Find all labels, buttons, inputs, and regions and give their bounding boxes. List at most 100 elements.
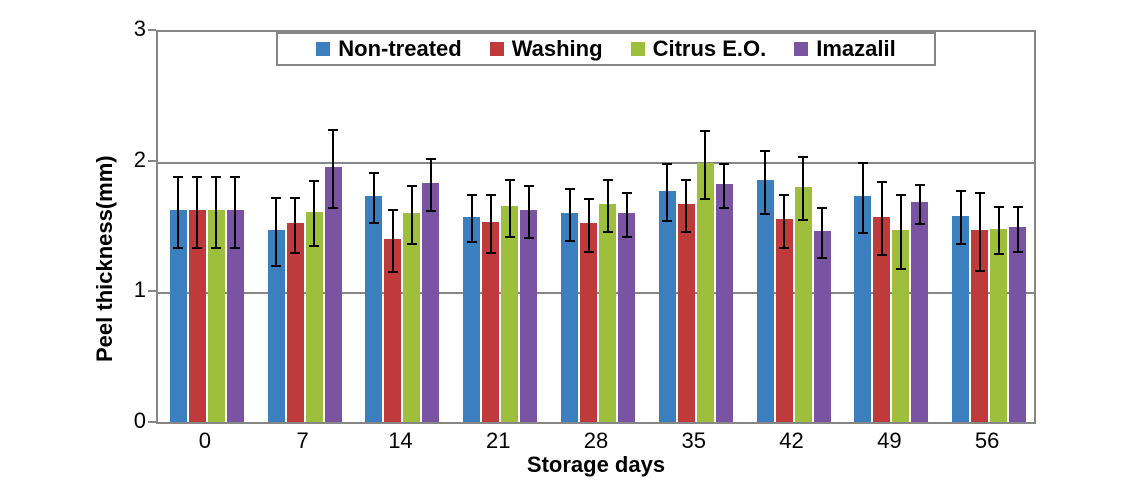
bar [795, 187, 812, 422]
x-tick-label: 14 [370, 428, 430, 454]
error-bar [802, 157, 804, 220]
error-cap [798, 156, 808, 158]
error-cap [328, 129, 338, 131]
error-cap [603, 231, 613, 233]
bar [561, 213, 578, 422]
error-cap [584, 198, 594, 200]
error-bar [607, 180, 609, 232]
bar [618, 213, 635, 422]
y-tick-mark [148, 421, 156, 423]
error-bar [294, 198, 296, 253]
legend-label: Citrus E.O. [653, 36, 767, 62]
error-cap [271, 265, 281, 267]
error-cap [700, 130, 710, 132]
legend-swatch [794, 42, 808, 56]
error-bar [1017, 207, 1019, 251]
error-cap [407, 185, 417, 187]
error-cap [681, 179, 691, 181]
error-bar [430, 159, 432, 211]
error-cap [700, 198, 710, 200]
error-cap [817, 207, 827, 209]
error-bar [626, 193, 628, 237]
error-cap [230, 247, 240, 249]
error-cap [956, 243, 966, 245]
y-tick-label: 1 [96, 277, 146, 303]
error-bar [685, 180, 687, 232]
error-bar [821, 208, 823, 258]
error-bar [215, 177, 217, 248]
error-cap [426, 210, 436, 212]
bar [990, 229, 1007, 422]
error-cap [622, 236, 632, 238]
legend-label: Washing [512, 36, 603, 62]
error-bar [196, 177, 198, 248]
error-cap [309, 245, 319, 247]
error-cap [915, 223, 925, 225]
y-tick-label: 2 [96, 147, 146, 173]
error-cap [858, 162, 868, 164]
error-cap [719, 207, 729, 209]
bar [422, 183, 439, 422]
error-cap [524, 185, 534, 187]
error-cap [760, 213, 770, 215]
bar [659, 191, 676, 422]
legend-swatch [316, 42, 330, 56]
error-cap [719, 163, 729, 165]
error-bar [900, 195, 902, 268]
error-cap [309, 180, 319, 182]
bar [520, 210, 537, 422]
error-cap [173, 176, 183, 178]
error-cap [328, 207, 338, 209]
error-cap [565, 240, 575, 242]
error-bar [588, 199, 590, 251]
error-cap [271, 197, 281, 199]
y-tick-mark [148, 160, 156, 162]
x-tick-label: 21 [468, 428, 528, 454]
bar [697, 163, 714, 422]
error-cap [817, 257, 827, 259]
error-cap [760, 150, 770, 152]
error-cap [211, 176, 221, 178]
error-bar [411, 186, 413, 243]
x-axis-label: Storage days [156, 452, 1036, 478]
error-cap [956, 190, 966, 192]
error-cap [877, 181, 887, 183]
error-cap [467, 241, 477, 243]
bar [911, 202, 928, 422]
bar [599, 204, 616, 422]
error-cap [467, 194, 477, 196]
error-cap [877, 254, 887, 256]
error-bar [704, 131, 706, 199]
error-cap [407, 243, 417, 245]
error-bar [764, 151, 766, 214]
legend-item: Citrus E.O. [631, 36, 767, 62]
legend-swatch [490, 42, 504, 56]
y-axis-label: Peel thickness(mm) [92, 155, 118, 362]
error-cap [662, 163, 672, 165]
bar [1009, 227, 1026, 422]
bar [776, 219, 793, 422]
error-cap [505, 179, 515, 181]
error-bar [960, 191, 962, 243]
bar [365, 196, 382, 422]
error-cap [369, 172, 379, 174]
x-tick-label: 7 [273, 428, 333, 454]
bar [952, 216, 969, 422]
y-tick-label: 0 [96, 408, 146, 434]
plot-area [156, 30, 1036, 422]
error-cap [1013, 206, 1023, 208]
error-cap [896, 194, 906, 196]
x-tick-label: 49 [859, 428, 919, 454]
error-cap [622, 192, 632, 194]
legend-item: Non-treated [316, 36, 461, 62]
error-bar [373, 173, 375, 223]
x-tick-label: 42 [762, 428, 822, 454]
y-tick-label: 3 [96, 16, 146, 42]
error-bar [919, 185, 921, 224]
error-bar [569, 189, 571, 241]
error-cap [584, 251, 594, 253]
error-cap [192, 176, 202, 178]
error-cap [1013, 251, 1023, 253]
error-cap [681, 231, 691, 233]
error-bar [979, 193, 981, 271]
